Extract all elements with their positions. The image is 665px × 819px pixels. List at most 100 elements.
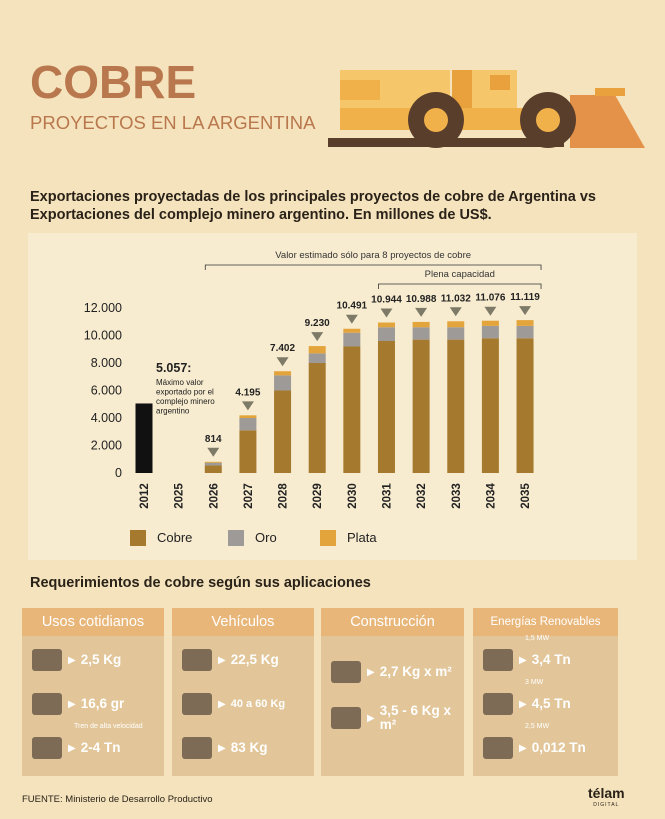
item-note: 2,5 MW [525, 723, 550, 730]
bar-segment [447, 321, 465, 328]
item-value: 3,4 Tn [531, 652, 571, 667]
card-title: Construcción [321, 608, 464, 636]
legend-label: Cobre [157, 530, 192, 545]
item-note: 3 MW [525, 679, 544, 686]
y-tick-label: 6.000 [91, 384, 122, 398]
bar-segment [516, 325, 534, 339]
arrow: ▶ [519, 742, 527, 754]
bar-segment [274, 375, 292, 391]
x-tick-label: 2029 [312, 483, 324, 509]
bar-segment [447, 339, 465, 473]
icon [483, 649, 513, 671]
y-tick-label: 8.000 [91, 356, 122, 370]
bar-segment [481, 338, 499, 473]
total-label: 10.491 [337, 301, 368, 312]
chart-title: Exportaciones proyectadas de los princip… [30, 189, 596, 223]
item-value: 2,5 Kg [80, 652, 122, 667]
bar-segment [239, 430, 257, 473]
y-tick-label: 4.000 [91, 411, 122, 425]
card-title: Energías Renovables [473, 608, 618, 636]
bracket-label: Plena capacidad [425, 269, 495, 280]
icon [32, 693, 62, 715]
annotation: exportado por el [156, 388, 214, 397]
arrow: ▶ [218, 742, 226, 754]
title: COBRE [30, 56, 196, 108]
bar-segment [516, 338, 534, 473]
x-tick-label: 2025 [174, 483, 186, 509]
icon [182, 649, 212, 671]
total-marker [415, 307, 428, 317]
bar-segment [343, 328, 361, 333]
icon [182, 737, 212, 759]
total-label: 10.944 [371, 295, 402, 306]
total-label: 814 [205, 434, 222, 445]
arrow: ▶ [519, 654, 527, 666]
item: ▶ 2,5 Kg [22, 646, 164, 674]
bar-segment [412, 321, 430, 328]
source: FUENTE: Ministerio de Desarrollo Product… [22, 794, 213, 805]
x-tick-label: 2026 [208, 483, 220, 509]
item: ▶ 83 Kg [172, 734, 314, 762]
x-tick-label: 2030 [347, 483, 359, 509]
icon [32, 649, 62, 671]
annotation: complejo minero [156, 397, 215, 406]
bar-segment [412, 339, 430, 473]
chart: 0 2.000 4.000 6.000 8.000 10.000 12.000 2012 202… [84, 250, 542, 546]
bar-segment [447, 327, 465, 340]
y-tick-label: 2.000 [91, 439, 122, 453]
total-marker [241, 401, 254, 411]
bar-segment [412, 327, 430, 340]
bracket [378, 283, 542, 289]
bar-segment [274, 390, 292, 473]
logo: télam DIGITAL [588, 786, 625, 811]
card: Vehículos ▶ 22,5 Kg ▶ 40 a 60 Kg ▶ 83 Kg [172, 608, 314, 776]
arrow: ▶ [218, 654, 226, 666]
y-tick-label: 10.000 [84, 329, 122, 343]
bar-segment [204, 462, 222, 466]
bar-segment [308, 363, 326, 473]
x-tick-label: 2032 [416, 483, 428, 509]
total-marker [345, 314, 358, 324]
bar-segment [481, 325, 499, 339]
bar-segment [239, 418, 257, 431]
x-tick-label: 2012 [139, 483, 151, 509]
bar-segment [204, 461, 222, 463]
card-title: Vehículos [172, 608, 314, 636]
legend-swatch [130, 530, 146, 546]
icon [182, 693, 212, 715]
card: Usos cotidianos ▶ 2,5 Kg ▶ 16,6 gr ▶ Tren de a… [22, 608, 164, 776]
total-label: 10.988 [406, 294, 437, 305]
total-label: 11.119 [510, 292, 540, 303]
x-tick-label: 2031 [381, 483, 393, 509]
legend-swatch [228, 530, 244, 546]
total-marker [276, 357, 289, 367]
total-label: 4.195 [235, 387, 260, 398]
bar-segment [377, 327, 395, 341]
bar-segment [274, 371, 292, 376]
item: ▶ 40 a 60 Kg [172, 690, 314, 718]
subtitle: PROYECTOS EN LA ARGENTINA [30, 112, 316, 133]
item: ▶ 22,5 Kg [172, 646, 314, 674]
bar-segment [481, 320, 499, 326]
icon [32, 737, 62, 759]
arrow: ▶ [519, 698, 527, 710]
truck-illustration [328, 70, 645, 148]
item: ▶ 16,6 gr [22, 690, 164, 718]
x-tick-label: 2034 [485, 483, 497, 509]
arrow: ▶ [367, 666, 375, 678]
item-value: 4,5 Tn [531, 696, 571, 711]
item-value: 16,6 gr [80, 696, 125, 711]
x-tick-label: 2033 [451, 483, 463, 509]
item: ▶ Tren de alta velocidad 2-4 Tn [22, 723, 164, 762]
total-label: 11.076 [475, 293, 505, 304]
item-value: 2,7 Kg x m² [379, 664, 452, 679]
value-label: 5.057: [156, 361, 191, 375]
arrow: ▶ [68, 654, 76, 666]
total-marker [519, 306, 532, 316]
bar-segment [377, 322, 395, 328]
total-marker [484, 306, 497, 316]
card: Energías Renovables ▶ 1,5 MW 3,4 Tn ▶ 3 MW 4,5… [473, 608, 618, 776]
bar-segment [239, 415, 257, 418]
arrow: ▶ [68, 742, 76, 754]
